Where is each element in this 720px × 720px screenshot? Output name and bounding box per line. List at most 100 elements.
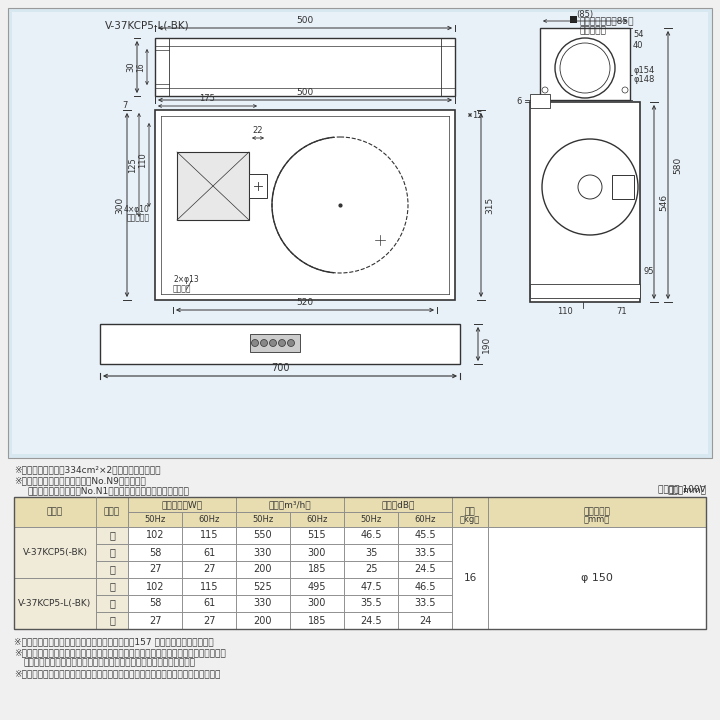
Text: 60Hz: 60Hz	[198, 515, 220, 524]
Circle shape	[287, 340, 294, 346]
Text: 50Hz: 50Hz	[145, 515, 166, 524]
Bar	[14, 527, 96, 578]
Text: 2×φ13: 2×φ13	[173, 275, 199, 284]
Text: （mm）: （mm）	[584, 515, 610, 524]
Text: ※電動給気シャッター連動出力コードの先端には絶縁用端子が付いています。使用の際: ※電動給気シャッター連動出力コードの先端には絶縁用端子が付いています。使用の際	[14, 648, 226, 657]
Text: 24.5: 24.5	[414, 564, 436, 575]
Bar	[96, 612, 128, 629]
Bar	[344, 544, 398, 561]
Text: 33.5: 33.5	[414, 547, 436, 557]
Text: 中: 中	[109, 598, 115, 608]
Text: 45.5: 45.5	[414, 531, 436, 541]
Bar	[128, 512, 182, 527]
Text: 25: 25	[365, 564, 377, 575]
Bar	[530, 284, 640, 298]
Text: 40: 40	[633, 41, 644, 50]
Bar	[96, 578, 128, 595]
Bar	[8, 8, 712, 458]
Text: 27: 27	[203, 616, 215, 626]
Text: 天吊用穴: 天吊用穴	[173, 284, 192, 293]
Bar	[398, 578, 452, 595]
Text: 消費電力（W）: 消費電力（W）	[161, 500, 202, 509]
Text: （ブラック）マンセルNo.N1（近似色）（但し半ツヤ相当品）: （ブラック）マンセルNo.N1（近似色）（但し半ツヤ相当品）	[28, 486, 190, 495]
Bar	[344, 527, 398, 544]
Circle shape	[261, 340, 268, 346]
Bar	[290, 578, 344, 595]
Text: 175: 175	[199, 94, 215, 103]
Text: 60Hz: 60Hz	[414, 515, 436, 524]
Text: ※電動給気シャッターとの結線方法については、157 ページをご覧ください。: ※電動給気シャッターとの結線方法については、157 ページをご覧ください。	[14, 637, 214, 646]
Text: 495: 495	[307, 582, 326, 592]
Text: 7: 7	[122, 101, 127, 110]
Text: 300: 300	[308, 547, 326, 557]
Bar	[155, 38, 455, 96]
Text: 35: 35	[365, 547, 377, 557]
Bar	[530, 94, 550, 108]
Text: 47.5: 47.5	[360, 582, 382, 592]
Text: 46.5: 46.5	[360, 531, 382, 541]
Text: 546: 546	[659, 194, 668, 210]
Bar	[182, 578, 236, 595]
Text: 520: 520	[297, 298, 314, 307]
Bar	[155, 110, 455, 300]
Text: 190: 190	[482, 336, 491, 353]
Text: 22: 22	[253, 126, 264, 135]
Text: 71: 71	[617, 307, 627, 316]
Bar	[96, 544, 128, 561]
Bar	[128, 595, 182, 612]
Text: 550: 550	[253, 531, 272, 541]
Bar	[14, 578, 96, 629]
Text: 700: 700	[271, 363, 289, 373]
Text: 300: 300	[115, 197, 124, 214]
Text: （単位mm）: （単位mm）	[667, 486, 706, 495]
Bar	[128, 578, 182, 595]
Bar	[530, 102, 640, 302]
Text: φ154: φ154	[633, 66, 654, 75]
Bar	[398, 595, 452, 612]
Text: 弱: 弱	[109, 616, 115, 626]
Text: 33.5: 33.5	[414, 598, 436, 608]
Bar	[290, 612, 344, 629]
Text: 61: 61	[203, 598, 215, 608]
Text: 315: 315	[485, 197, 494, 214]
Text: 515: 515	[307, 531, 326, 541]
Text: ※色調は（ホワイト）マンセルNo.N9（近似色）: ※色調は（ホワイト）マンセルNo.N9（近似色）	[14, 476, 145, 485]
Bar	[344, 561, 398, 578]
Text: 質量: 質量	[464, 508, 475, 516]
Text: 102: 102	[145, 582, 164, 592]
Bar	[96, 595, 128, 612]
Bar	[128, 544, 182, 561]
Text: 騒音（dB）: 騒音（dB）	[382, 500, 415, 509]
Text: 24: 24	[419, 616, 431, 626]
Bar	[177, 152, 249, 220]
Bar	[182, 595, 236, 612]
Bar	[452, 527, 488, 629]
Bar	[236, 544, 290, 561]
Bar	[250, 334, 300, 352]
Bar	[290, 561, 344, 578]
Text: 35.5: 35.5	[360, 598, 382, 608]
Text: ※グリル開口面積は334cm²×2枚（フィルター部）: ※グリル開口面積は334cm²×2枚（フィルター部）	[14, 465, 161, 474]
Bar	[128, 612, 182, 629]
Text: 27: 27	[149, 616, 161, 626]
Bar	[236, 527, 290, 544]
Bar	[344, 612, 398, 629]
Bar	[612, 175, 634, 199]
Bar	[540, 28, 630, 100]
Bar	[14, 497, 706, 629]
Bar	[290, 595, 344, 612]
Bar	[128, 561, 182, 578]
Text: 弱: 弱	[109, 564, 115, 575]
Text: 102: 102	[145, 531, 164, 541]
Text: ※レンジフードファンの設置にあたっては火災予防条例をはじめ法規制があります。: ※レンジフードファンの設置にあたっては火災予防条例をはじめ法規制があります。	[14, 669, 220, 678]
Bar	[398, 561, 452, 578]
Bar	[398, 512, 452, 527]
Bar	[182, 544, 236, 561]
Bar	[290, 512, 344, 527]
Text: 中: 中	[109, 547, 115, 557]
Text: 525: 525	[253, 582, 272, 592]
Circle shape	[251, 340, 258, 346]
Text: 棚直付用穴: 棚直付用穴	[127, 214, 150, 222]
Text: 24.5: 24.5	[360, 616, 382, 626]
Bar	[488, 527, 706, 629]
